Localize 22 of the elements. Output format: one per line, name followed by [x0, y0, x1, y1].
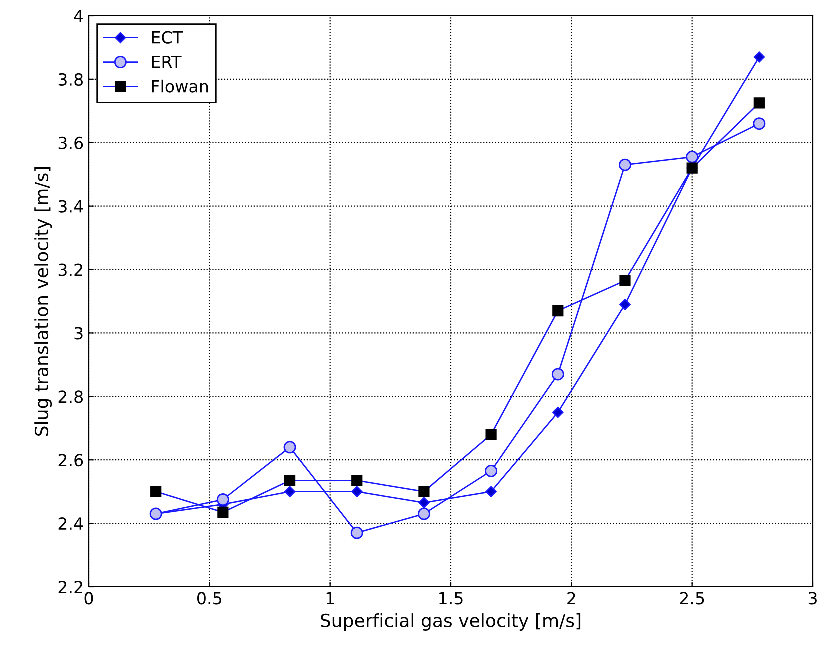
- y-tick-label: 2.4: [58, 518, 84, 530]
- y-tick-label: 3.4: [58, 200, 84, 213]
- x-tick-label: 0: [84, 592, 94, 605]
- y-tick-label: 4: [74, 10, 84, 22]
- y-tick-label: 2.8: [58, 390, 83, 404]
- x-tick-label: 2: [568, 592, 576, 605]
- x-tick-label: 1.5: [440, 592, 463, 605]
- y-tick-label: 3.6: [58, 136, 84, 150]
- x-tick-label: 3: [808, 592, 817, 605]
- y-tick-label: 3.8: [58, 73, 83, 86]
- legend-label: ERT: [152, 56, 182, 68]
- x-tick-label: 2.5: [680, 592, 704, 605]
- y-tick-label: 3: [74, 327, 83, 340]
- y-tick-label: 2.6: [58, 454, 84, 467]
- x-axis-title: Superficial gas velocity [m/s]: [321, 614, 581, 632]
- y-tick-label: 2.2: [58, 580, 82, 594]
- x-tick-label: 1: [326, 592, 334, 605]
- legend-label: Flowan: [152, 80, 208, 93]
- legend-label: ECT: [152, 31, 184, 44]
- x-tick-label: 0.5: [198, 592, 222, 605]
- y-tick-label: 3.2: [58, 264, 82, 276]
- y-axis-title: Slug translation velocity [m/s]: [34, 167, 52, 436]
